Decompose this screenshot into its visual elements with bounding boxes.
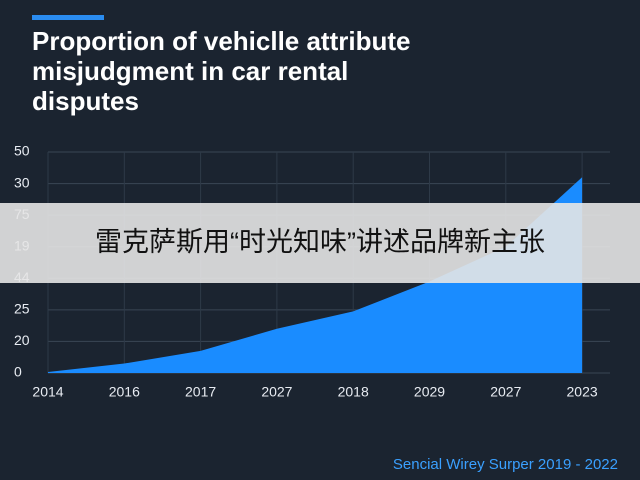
- x-tick-label: 2014: [32, 384, 63, 400]
- y-tick-label: 25: [14, 301, 30, 317]
- accent-bar: [32, 15, 104, 20]
- source: Sencial Wirey Surper 2019 - 2022: [393, 456, 618, 473]
- x-tick-label: 2029: [414, 384, 445, 400]
- x-tick-label: 2017: [185, 384, 216, 400]
- area: [48, 177, 583, 373]
- x-tick-label: 2027: [490, 384, 521, 400]
- y-tick-label: 20: [14, 332, 30, 348]
- y-tick-label: 30: [14, 174, 30, 190]
- chart-title: disputes: [32, 86, 139, 116]
- x-tick-label: 2018: [338, 384, 369, 400]
- banner-text: 雷克萨斯用“时光知味”讲述品牌新主张: [95, 227, 545, 257]
- x-tick-label: 2016: [109, 384, 140, 400]
- y-tick-label: 50: [14, 143, 30, 159]
- y-tick-label: 0: [14, 364, 22, 380]
- x-tick-label: 2023: [567, 384, 598, 400]
- chart-title: Proportion of vehiclle attribute: [32, 26, 410, 56]
- chart-title: misjudgment in car rental: [32, 56, 348, 86]
- banner: [0, 203, 640, 283]
- x-tick-label: 2027: [261, 384, 292, 400]
